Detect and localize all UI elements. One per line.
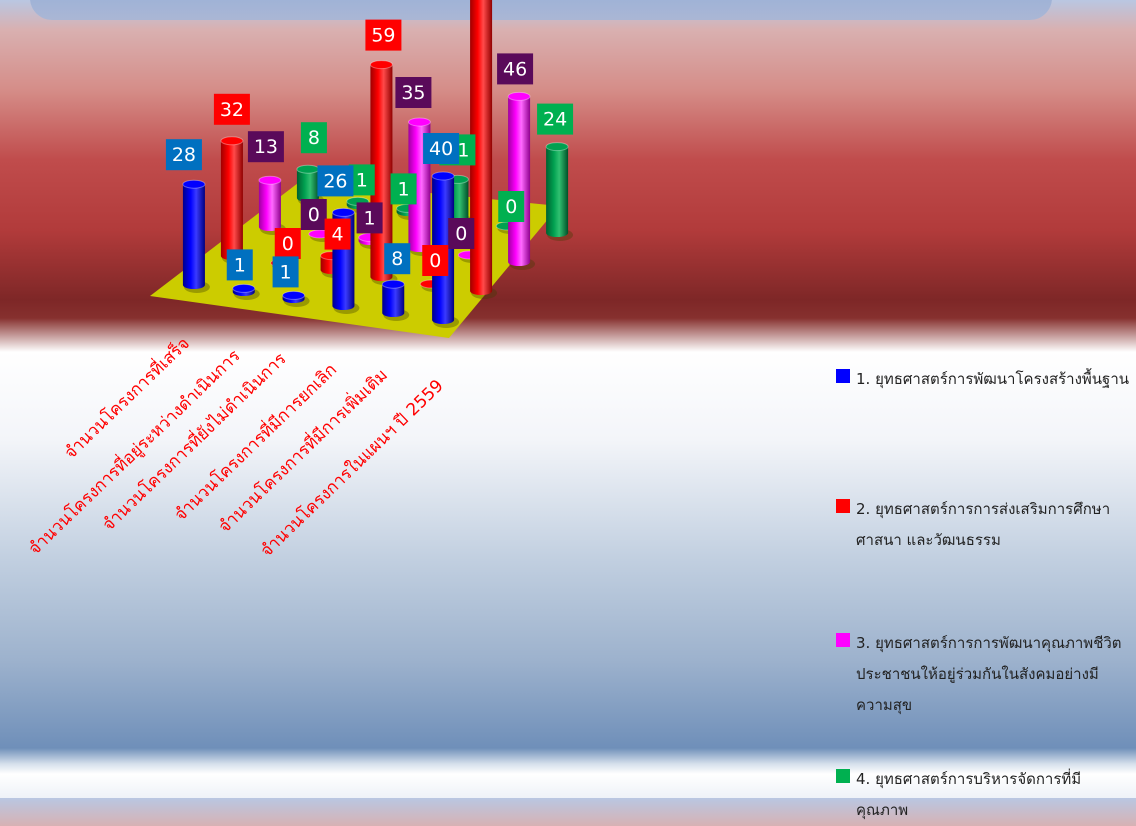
legend-label-line: ความสุข — [856, 696, 913, 714]
bar-2-6 — [470, 0, 498, 299]
legend-label: 2. ยุทธศาสตร์การการส่งเสริมการศึกษาศาสนา… — [856, 494, 1132, 556]
legend-label: 3. ยุทธศาสตร์การการพัฒนาคุณภาพชีวิตประชา… — [856, 628, 1132, 721]
data-label-3-1: 13 — [247, 131, 284, 163]
svg-text:0: 0 — [429, 250, 441, 272]
data-label-1-5: 8 — [384, 243, 411, 275]
data-label-1-2: 1 — [226, 249, 253, 281]
bar-4-6 — [545, 142, 574, 241]
data-label-1-3: 1 — [272, 256, 299, 288]
svg-text:26: 26 — [323, 170, 347, 192]
data-label-2-2: 0 — [274, 228, 301, 259]
svg-text:46: 46 — [503, 58, 527, 80]
svg-text:59: 59 — [371, 25, 395, 47]
bar-3-6 — [507, 91, 536, 270]
svg-text:28: 28 — [172, 144, 196, 166]
legend-label-line: ประชาชนให้อยู่ร่วมกันในสังคมอย่างมี — [856, 665, 1099, 683]
bar-1-2 — [232, 283, 260, 300]
svg-text:13: 13 — [254, 136, 278, 158]
legend-label-line: 1. ยุทธศาสตร์การพัฒนาโครงสร้างพื้นฐาน — [856, 370, 1130, 388]
legend-swatch — [836, 633, 850, 647]
svg-text:0: 0 — [505, 196, 517, 218]
data-label-4-1: 8 — [300, 122, 327, 154]
svg-text:1: 1 — [364, 207, 376, 229]
data-label-2-1: 32 — [213, 93, 250, 125]
legend-label: 4. ยุทธศาสตร์การบริหารจัดการที่มีคุณภาพ — [856, 764, 1132, 826]
data-label-3-6: 46 — [497, 53, 534, 85]
legend-label-line: 3. ยุทธศาสตร์การการพัฒนาคุณภาพชีวิต — [856, 634, 1122, 652]
data-label-4-5: 0 — [498, 191, 525, 222]
legend-swatch — [836, 499, 850, 513]
svg-text:1: 1 — [398, 178, 410, 200]
svg-text:8: 8 — [391, 248, 403, 270]
svg-text:1: 1 — [234, 254, 246, 276]
data-label-1-4: 26 — [317, 165, 354, 197]
svg-text:1: 1 — [280, 261, 292, 283]
data-label-1-6: 40 — [423, 133, 460, 164]
svg-text:35: 35 — [401, 82, 425, 104]
data-label-4-3: 1 — [390, 173, 417, 205]
legend-label-line: 2. ยุทธศาสตร์การการส่งเสริมการศึกษา — [856, 500, 1111, 518]
top-band — [30, 0, 1052, 20]
data-label-2-4: 59 — [365, 19, 402, 51]
svg-text:4: 4 — [332, 224, 344, 246]
legend-swatch — [836, 369, 850, 383]
svg-text:0: 0 — [455, 223, 467, 245]
legend-label: 1. ยุทธศาสตร์การพัฒนาโครงสร้างพื้นฐาน — [856, 364, 1132, 395]
data-label-3-5: 0 — [448, 218, 475, 249]
bar-3-1 — [258, 175, 286, 235]
data-label-3-3: 1 — [356, 202, 383, 234]
bar-1-5 — [381, 279, 410, 321]
svg-text:0: 0 — [282, 233, 294, 255]
legend-swatch — [836, 769, 850, 783]
svg-text:40: 40 — [429, 138, 453, 160]
legend-label-line: 4. ยุทธศาสตร์การบริหารจัดการที่มีคุณภาพ — [856, 770, 1082, 819]
bar-1-1 — [182, 179, 210, 293]
data-label-3-4: 35 — [395, 77, 432, 108]
data-label-4-6: 24 — [537, 103, 574, 135]
svg-text:8: 8 — [308, 127, 320, 149]
data-label-2-3: 4 — [324, 218, 351, 250]
legend-label-line: ศาสนา และวัฒนธรรม — [856, 531, 1001, 549]
bar-2-1 — [220, 136, 248, 264]
svg-text:0: 0 — [308, 204, 320, 226]
chart: 81111024130135046320459099281126840 — [150, 0, 574, 338]
data-label-2-5: 0 — [422, 245, 449, 276]
svg-text:1: 1 — [356, 169, 368, 191]
data-label-3-2: 0 — [300, 199, 327, 230]
svg-text:32: 32 — [220, 99, 244, 121]
svg-text:24: 24 — [543, 109, 567, 131]
bar-1-3 — [282, 290, 310, 307]
data-label-1-1: 28 — [165, 139, 202, 171]
